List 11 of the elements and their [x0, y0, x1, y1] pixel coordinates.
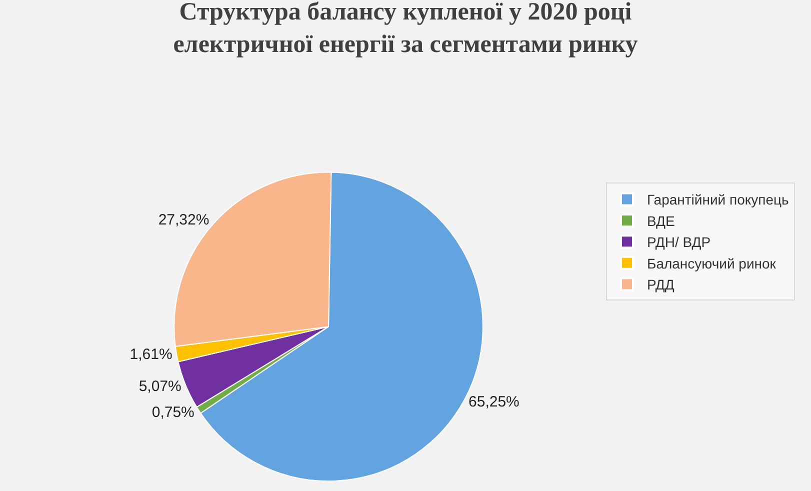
- data-label: 65,25%: [468, 394, 520, 411]
- data-label: 27,32%: [158, 211, 210, 228]
- chart-title: Структура балансу купленої у 2020 році електричної енергії за сегментами ринку: [173, 0, 638, 58]
- legend-label: Балансуючий ринок: [647, 255, 777, 272]
- data-label: 0,75%: [152, 404, 194, 422]
- legend-label: Гарантійний покупець: [647, 192, 789, 208]
- legend-label: РДД: [647, 276, 675, 293]
- data-label: 5,07%: [138, 378, 182, 395]
- legend-label: РДН/ ВДР: [647, 234, 711, 250]
- legend-label: ВДЕ: [647, 212, 675, 229]
- data-label: 1,61%: [130, 346, 172, 363]
